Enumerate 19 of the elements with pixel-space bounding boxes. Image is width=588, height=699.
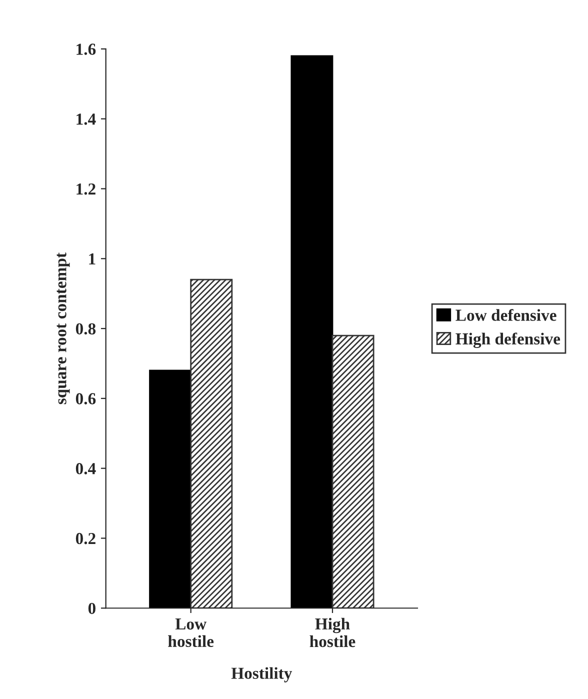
x-tick-label: High hostile bbox=[310, 618, 356, 648]
bar bbox=[190, 278, 233, 608]
bar bbox=[149, 370, 192, 608]
y-tick-label: 0.8 bbox=[76, 323, 96, 335]
y-tick-label: 1 bbox=[89, 253, 96, 264]
y-tick-label: 1.2 bbox=[76, 183, 96, 195]
bar bbox=[332, 334, 374, 608]
x-tick-label: Low hostile bbox=[168, 618, 214, 648]
bar bbox=[290, 55, 334, 608]
y-tick-label: 1.4 bbox=[76, 114, 96, 125]
y-tick-label: 0.6 bbox=[76, 393, 96, 404]
y-tick-label: 0.2 bbox=[76, 532, 96, 544]
y-axis-title: square root contempt bbox=[56, 252, 70, 404]
y-tick-label: 1.6 bbox=[76, 44, 96, 55]
x-axis-title: Hostility bbox=[231, 667, 292, 682]
y-tick-label: 0 bbox=[88, 602, 96, 614]
legend-label: Low defensive bbox=[456, 308, 556, 321]
legend-label: High defensive bbox=[456, 332, 560, 348]
y-tick-label: 0.4 bbox=[76, 463, 96, 474]
